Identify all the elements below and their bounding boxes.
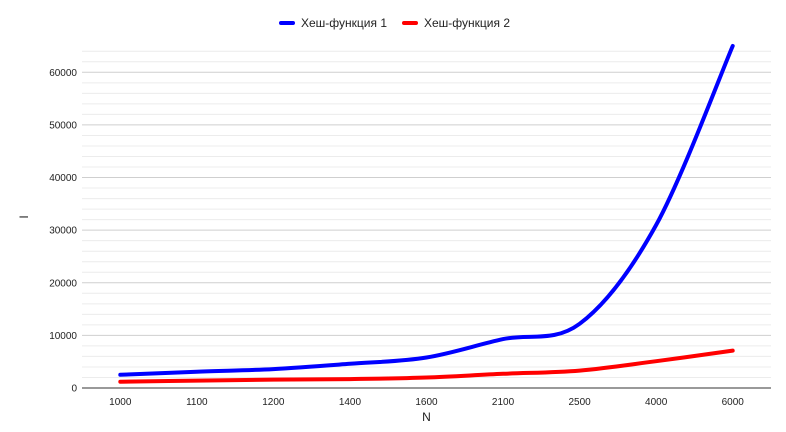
legend-label-series-1: Хеш-функция 1 bbox=[301, 16, 387, 30]
minor-gridlines bbox=[82, 50, 771, 378]
x-axis-title: N bbox=[422, 410, 431, 424]
legend-swatch-series-1 bbox=[279, 21, 295, 25]
x-tick-label: 4000 bbox=[645, 397, 668, 408]
x-tick-label: 2500 bbox=[568, 397, 591, 408]
y-tick-label: 10000 bbox=[49, 331, 77, 342]
y-axis-title: I bbox=[17, 215, 31, 218]
x-tick-label: 1000 bbox=[109, 397, 132, 408]
x-tick-label: 1400 bbox=[339, 397, 362, 408]
y-tick-label: 20000 bbox=[49, 278, 77, 289]
y-tick-label: 40000 bbox=[49, 173, 77, 184]
legend-item-series-1[interactable]: Хеш-функция 1 bbox=[279, 14, 387, 32]
series-1-line bbox=[118, 44, 735, 377]
y-axis-tick-labels: 0 10000 20000 30000 40000 50000 60000 bbox=[49, 68, 77, 395]
x-tick-label: 1600 bbox=[415, 397, 438, 408]
y-tick-label: 30000 bbox=[49, 226, 77, 237]
x-tick-label: 2100 bbox=[492, 397, 515, 408]
legend-item-series-2[interactable]: Хеш-функция 2 bbox=[402, 14, 510, 32]
x-axis-tick-labels: 1000 1100 1200 1400 1600 2100 2500 4000 6000 bbox=[109, 397, 744, 408]
series-2-line bbox=[118, 348, 735, 384]
legend-label-series-2: Хеш-функция 2 bbox=[424, 16, 510, 30]
y-tick-label: 50000 bbox=[49, 120, 77, 131]
series-lines bbox=[118, 44, 735, 384]
x-tick-label: 1100 bbox=[186, 397, 208, 408]
major-gridlines bbox=[82, 71, 771, 336]
x-tick-label: 6000 bbox=[722, 397, 745, 408]
y-tick-label: 0 bbox=[71, 384, 77, 395]
y-tick-label: 60000 bbox=[49, 68, 77, 79]
legend-swatch-series-2 bbox=[402, 21, 418, 25]
x-tick-label: 1200 bbox=[262, 397, 285, 408]
